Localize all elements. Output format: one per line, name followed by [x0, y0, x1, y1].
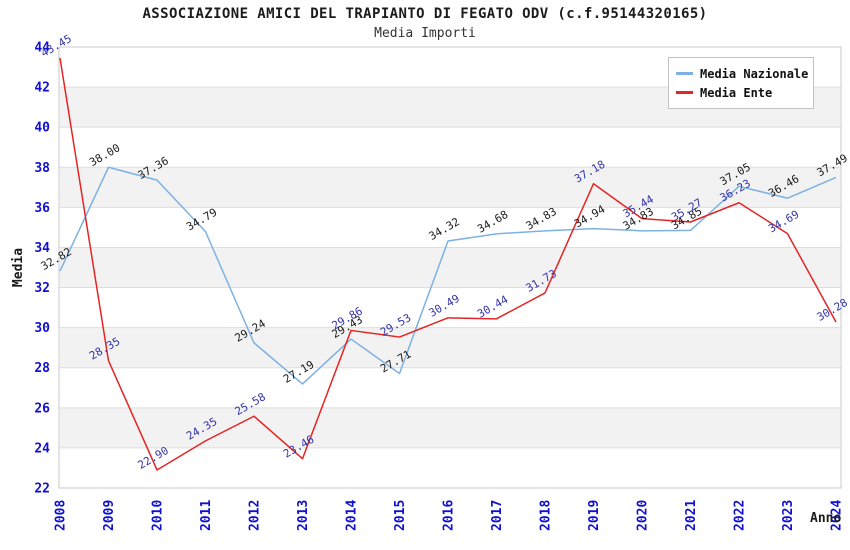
chart-title: ASSOCIAZIONE AMICI DEL TRAPIANTO DI FEGA… [142, 6, 708, 22]
x-tick-label: 2014 [345, 500, 360, 531]
plot-band [60, 407, 840, 448]
y-tick-label: 28 [34, 361, 50, 376]
y-tick-label: 44 [34, 41, 50, 56]
point-label: 38.00 [87, 141, 122, 169]
y-axis-title: Media [11, 248, 26, 287]
series-line-media-ente [59, 57, 837, 471]
point-label: 34.83 [524, 205, 559, 233]
legend-item-media-nazionale: Media Nazionale [676, 64, 809, 83]
y-tick-label: 26 [34, 401, 50, 416]
chart-subtitle: Media Importi [374, 26, 476, 41]
point-label: 34.68 [475, 208, 510, 236]
x-tick-label: 2011 [199, 500, 214, 531]
x-tick-label: 2018 [539, 500, 554, 531]
x-tick-label: 2021 [684, 500, 699, 531]
y-tick-label: 36 [34, 201, 50, 216]
legend-item-media-ente: Media Ente [676, 83, 806, 102]
point-label: 30.44 [475, 293, 511, 321]
y-tick-label: 24 [34, 441, 50, 456]
x-tick-label: 2010 [151, 500, 166, 531]
y-tick-label: 22 [34, 482, 50, 497]
x-tick-label: 2015 [393, 500, 408, 531]
point-label: 30.49 [427, 292, 462, 320]
point-label: 43.45 [39, 32, 74, 60]
x-tick-label: 2013 [296, 500, 311, 531]
y-tick-label: 34 [34, 241, 50, 256]
plot-band [60, 247, 840, 288]
x-tick-label: 2024 [830, 500, 845, 531]
x-tick-label: 2016 [442, 500, 457, 531]
y-tick-label: 32 [34, 281, 50, 296]
legend-box: Media Nazionale Media Ente [668, 57, 814, 109]
point-label: 34.79 [184, 206, 219, 234]
plot-band [60, 327, 840, 368]
legend-label: Media Ente [700, 85, 773, 100]
x-tick-label: 2017 [490, 500, 505, 531]
y-tick-label: 40 [34, 121, 50, 136]
x-tick-label: 2020 [636, 500, 651, 531]
y-tick-label: 42 [34, 81, 50, 96]
x-axis-title: Anno [810, 511, 842, 526]
point-label: 34.32 [427, 215, 462, 243]
plot-border [58, 46, 842, 489]
y-tick-label: 30 [34, 321, 50, 336]
point-label: 30.28 [815, 296, 850, 324]
x-tick-label: 2019 [587, 500, 602, 531]
legend-line-swatch-blue [676, 72, 693, 75]
x-tick-label: 2009 [102, 500, 117, 531]
x-tick-label: 2022 [733, 500, 748, 531]
x-tick-label: 2012 [248, 500, 263, 531]
legend-label: Media Nazionale [700, 66, 809, 81]
x-tick-label: 2023 [781, 500, 796, 531]
plot-band [60, 167, 840, 208]
legend-line-swatch-red [676, 91, 693, 94]
x-tick-label: 2008 [54, 500, 69, 531]
y-tick-label: 38 [34, 161, 50, 176]
